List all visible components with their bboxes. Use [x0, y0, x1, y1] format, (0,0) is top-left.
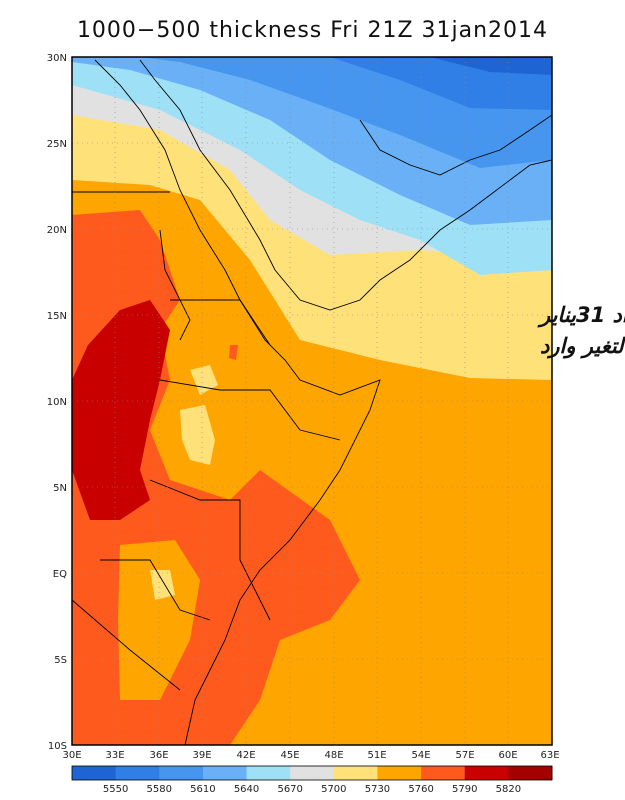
colorbar-label: 5550 — [103, 784, 128, 795]
lon-tick: 39E — [192, 750, 211, 761]
colorbar-label: 5580 — [147, 784, 172, 795]
lon-tick: 30E — [62, 750, 81, 761]
colorbar-swatch — [159, 766, 204, 780]
lat-tick: 5S — [54, 655, 67, 666]
lon-tick: 57E — [455, 750, 474, 761]
lat-tick: 15N — [47, 311, 67, 322]
colorbar-label: 5790 — [452, 784, 477, 795]
colorbar-swatch — [464, 766, 509, 780]
colorbar-swatch — [508, 766, 553, 780]
longitude-axis: 30E 33E 36E 39E 42E 45E 48E 51E 54E 57E … — [62, 750, 559, 761]
lon-tick: 45E — [280, 750, 299, 761]
map-title: 1000−500 thickness Fri 21Z 31jan2014 — [76, 18, 549, 43]
colorbar-swatch — [246, 766, 291, 780]
lon-tick: 51E — [367, 750, 386, 761]
lon-tick: 48E — [324, 750, 343, 761]
colorbar-label: 5730 — [365, 784, 390, 795]
lon-tick: 63E — [540, 750, 559, 761]
lon-tick: 33E — [105, 750, 124, 761]
map-frame — [71, 56, 553, 746]
colorbar-label: 5640 — [234, 784, 259, 795]
lat-tick: 20N — [47, 225, 67, 236]
lat-tick: 5N — [53, 483, 67, 494]
lon-tick: 36E — [149, 750, 168, 761]
colorbar-label: 5820 — [496, 784, 521, 795]
colorbar-label: 5610 — [190, 784, 215, 795]
annotation-line-1: =نزول الاخدواد 31يناير — [537, 303, 625, 328]
colorbar-swatch — [202, 766, 248, 780]
lat-tick: EQ — [53, 569, 67, 580]
colorbar-swatch — [377, 766, 422, 780]
colorbar-swatch — [421, 766, 466, 780]
colorbar-frame — [71, 765, 553, 781]
colorbar-swatch — [333, 766, 378, 780]
latitude-axis: 30N 25N 20N 15N 10N 5N EQ 5S 10S — [47, 53, 67, 752]
lat-tick: 10S — [48, 741, 67, 752]
colorbar-label: 5760 — [408, 784, 433, 795]
colorbar-swatch — [115, 766, 160, 780]
lat-tick: 10N — [47, 397, 67, 408]
colorbar-label: 5700 — [321, 784, 346, 795]
colorbar-swatch — [72, 766, 117, 780]
lon-tick: 42E — [236, 750, 255, 761]
lat-tick: 25N — [47, 139, 67, 150]
lat-tick: 30N — [47, 53, 67, 64]
colorbar-swatch — [290, 766, 335, 780]
coastlines-layer — [72, 59, 552, 745]
colorbar: 5550 5580 5610 5640 5670 5700 5730 5760 5790 5820 — [71, 765, 553, 795]
colorbar-label: 5670 — [277, 784, 302, 795]
lon-tick: 54E — [411, 750, 430, 761]
gridlines — [72, 57, 552, 745]
lon-tick: 60E — [498, 750, 517, 761]
annotation-line-2: =التغير وارد — [540, 334, 625, 359]
